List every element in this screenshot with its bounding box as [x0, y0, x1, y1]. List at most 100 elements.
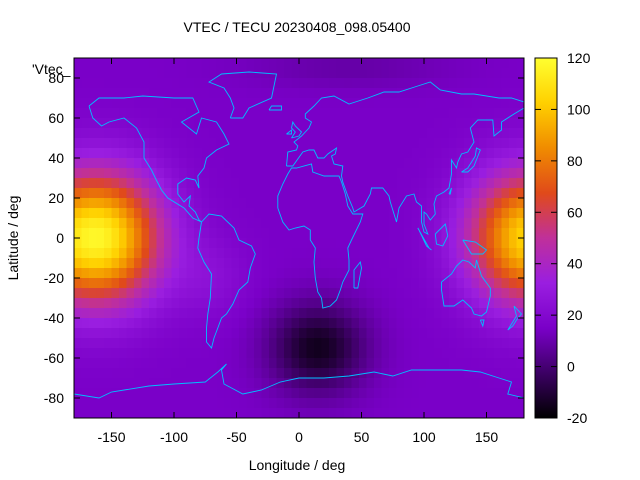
heatmap-cell — [441, 148, 450, 159]
heatmap-cell — [141, 188, 150, 199]
heatmap-cell — [471, 288, 480, 299]
heatmap-cell — [494, 178, 503, 189]
heatmap-cell — [231, 148, 240, 159]
heatmap-cell — [269, 138, 278, 149]
heatmap-cell — [119, 208, 128, 219]
heatmap-cell — [89, 68, 98, 79]
heatmap-cell — [284, 298, 293, 309]
heatmap-cell — [111, 178, 120, 189]
heatmap-cell — [434, 78, 443, 89]
heatmap-cell — [486, 148, 495, 159]
heatmap-cell — [224, 228, 233, 239]
heatmap-cell — [449, 178, 458, 189]
heatmap-cell — [479, 238, 488, 249]
heatmap-cell — [314, 68, 323, 79]
heatmap-cell — [201, 228, 210, 239]
heatmap-cell — [329, 118, 338, 129]
heatmap-cell — [96, 78, 105, 89]
heatmap-cell — [276, 378, 285, 389]
heatmap-cell — [261, 88, 270, 99]
heatmap-cell — [359, 278, 368, 289]
heatmap-cell — [156, 158, 165, 169]
heatmap-cell — [194, 408, 203, 418]
heatmap-cell — [81, 148, 90, 159]
heatmap-cell — [306, 208, 315, 219]
heatmap-cell — [134, 408, 143, 418]
heatmap-cell — [194, 98, 203, 109]
heatmap-cell — [449, 118, 458, 129]
heatmap-cell — [486, 188, 495, 199]
heatmap-cell — [141, 268, 150, 279]
heatmap-cell — [419, 148, 428, 159]
heatmap-cell — [224, 128, 233, 139]
heatmap-cell — [231, 108, 240, 119]
heatmap-cell — [366, 268, 375, 279]
x-tick-label: -100 — [160, 429, 188, 445]
heatmap-cell — [479, 388, 488, 399]
heatmap-cell — [404, 158, 413, 169]
heatmap-cell — [104, 228, 113, 239]
heatmap-cell — [419, 258, 428, 269]
heatmap-cell — [276, 288, 285, 299]
heatmap-cell — [411, 158, 420, 169]
heatmap-cell — [269, 88, 278, 99]
heatmap-cell — [119, 368, 128, 379]
heatmap-cell — [464, 278, 473, 289]
heatmap-cell — [291, 148, 300, 159]
heatmap-cell — [359, 188, 368, 199]
heatmap-cell — [81, 128, 90, 139]
heatmap-cell — [269, 278, 278, 289]
heatmap-cell — [351, 268, 360, 279]
heatmap-cell — [426, 398, 435, 409]
heatmap-cell — [426, 168, 435, 179]
heatmap-cell — [186, 308, 195, 319]
heatmap-cell — [269, 398, 278, 409]
heatmap-cell — [494, 278, 503, 289]
heatmap-cell — [344, 348, 353, 359]
heatmap-cell — [276, 408, 285, 418]
heatmap-cell — [516, 148, 524, 159]
heatmap-cell — [321, 198, 330, 209]
heatmap-cell — [81, 168, 90, 179]
heatmap-cell — [306, 238, 315, 249]
heatmap-cell — [389, 138, 398, 149]
heatmap-cell — [231, 228, 240, 239]
heatmap-cell — [464, 178, 473, 189]
heatmap-cell — [111, 58, 120, 69]
heatmap-cell — [381, 318, 390, 329]
heatmap-cell — [329, 288, 338, 299]
heatmap-cell — [479, 198, 488, 209]
heatmap-cell — [261, 248, 270, 259]
y-axis-label: Latitude / deg — [5, 196, 21, 281]
heatmap-cell — [224, 138, 233, 149]
heatmap-cell — [104, 88, 113, 99]
heatmap-cell — [261, 128, 270, 139]
heatmap-cell — [269, 268, 278, 279]
heatmap-cell — [516, 118, 524, 129]
heatmap-cell — [411, 248, 420, 259]
heatmap-cell — [224, 208, 233, 219]
heatmap-cell — [149, 158, 158, 169]
heatmap-cell — [81, 88, 90, 99]
heatmap-cell — [396, 198, 405, 209]
heatmap-cell — [434, 58, 443, 69]
y-tick-label: 20 — [48, 190, 64, 206]
heatmap-cell — [366, 168, 375, 179]
heatmap-cell — [246, 408, 255, 418]
heatmap-cell — [344, 228, 353, 239]
heatmap-cell — [261, 118, 270, 129]
heatmap-cell — [276, 248, 285, 259]
heatmap-cell — [74, 128, 83, 139]
heatmap-cell — [314, 338, 323, 349]
heatmap-cell — [441, 158, 450, 169]
heatmap-cell — [209, 188, 218, 199]
heatmap-cell — [306, 148, 315, 159]
heatmap-cell — [81, 358, 90, 369]
heatmap-cell — [344, 138, 353, 149]
heatmap-cell — [329, 278, 338, 289]
heatmap-cell — [351, 188, 360, 199]
heatmap-cell — [351, 258, 360, 269]
heatmap-cell — [276, 268, 285, 279]
colorbar-tick-label: -20 — [567, 410, 587, 426]
heatmap-cell — [344, 288, 353, 299]
